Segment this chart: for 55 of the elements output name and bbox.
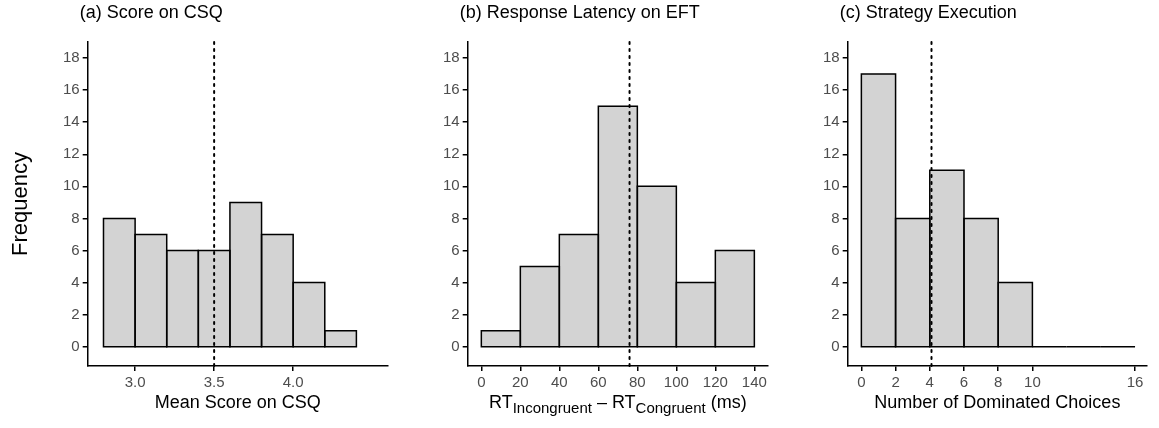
x-axis-title: Number of Dominated Choices — [874, 392, 1121, 413]
y-tick-label: 16 — [63, 80, 80, 98]
x-tick-label: 4 — [925, 373, 934, 391]
y-tick-label: 6 — [71, 240, 80, 258]
y-tick-label: 8 — [451, 208, 460, 226]
y-tick-label: 8 — [831, 208, 840, 226]
x-tick-label: 100 — [663, 373, 689, 391]
x-tick-label: 0 — [477, 373, 486, 391]
y-tick-label: 6 — [831, 240, 840, 258]
y-tick-label: 2 — [831, 304, 840, 322]
chart-title: (a) Score on CSQ — [79, 2, 223, 23]
x-tick-label: 3.0 — [124, 373, 146, 391]
y-tick-label: 4 — [451, 272, 460, 290]
y-tick-label: 4 — [71, 272, 80, 290]
x-tick-label: 20 — [511, 373, 529, 391]
x-axis-title: RT$_{Incongruent}$ – RT$_{Congruent}$ (ms) — [489, 392, 747, 416]
x-tick-label: 16 — [1126, 373, 1144, 391]
x-tick-label: 80 — [629, 373, 646, 391]
y-tick-label: 18 — [443, 48, 460, 66]
x-tick-label: 8 — [994, 373, 1003, 391]
y-tick-label: 6 — [451, 240, 460, 258]
y-tick-label: 10 — [823, 176, 840, 194]
y-tick-label: 18 — [823, 48, 840, 66]
y-tick-label: 0 — [451, 336, 460, 354]
y-tick-label: 0 — [71, 336, 80, 354]
y-tick-label: 0 — [831, 336, 840, 354]
y-axis-title: Frequency — [7, 152, 33, 256]
y-tick-label: 14 — [443, 112, 460, 130]
y-tick-label: 14 — [823, 112, 840, 130]
x-tick-label: 60 — [590, 373, 607, 391]
x-tick-label: 10 — [1024, 373, 1041, 391]
x-tick-label: 6 — [959, 373, 969, 391]
y-tick-label: 2 — [451, 304, 460, 322]
x-tick-label: 4.0 — [282, 373, 304, 391]
y-tick-label: 14 — [63, 112, 80, 130]
x-tick-label: 40 — [551, 373, 568, 391]
x-tick-label: 3.5 — [203, 373, 225, 391]
y-tick-label: 12 — [63, 144, 80, 162]
y-tick-label: 2 — [71, 304, 80, 322]
y-tick-label: 12 — [443, 144, 460, 162]
x-tick-label: 140 — [741, 373, 767, 391]
y-tick-label: 12 — [823, 144, 840, 162]
y-tick-label: 16 — [823, 80, 840, 98]
y-tick-label: 10 — [443, 176, 460, 194]
x-tick-label: 0 — [857, 373, 866, 391]
x-tick-label: 2 — [891, 373, 900, 391]
x-tick-label: 120 — [702, 373, 728, 391]
chart-title: (c) Strategy Execution — [839, 2, 1017, 23]
chart-title: (b) Response Latency on EFT — [459, 2, 700, 23]
x-axis-title: Mean Score on CSQ — [154, 392, 321, 413]
y-tick-label: 8 — [71, 208, 80, 226]
y-tick-label: 4 — [831, 272, 840, 290]
y-tick-label: 18 — [63, 48, 80, 66]
y-tick-label: 16 — [443, 80, 460, 98]
y-tick-label: 10 — [63, 176, 80, 194]
